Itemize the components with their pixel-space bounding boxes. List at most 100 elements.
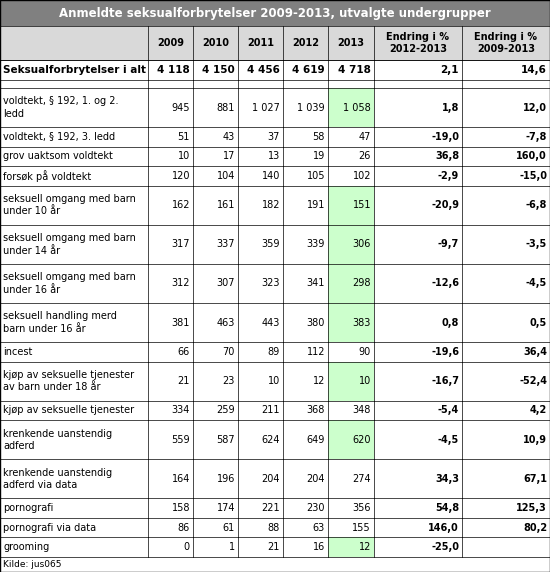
Text: 160,0: 160,0 <box>516 152 547 161</box>
Text: -4,5: -4,5 <box>526 279 547 288</box>
Text: 14,6: 14,6 <box>521 65 547 75</box>
Text: Endring i %
2012-2013: Endring i % 2012-2013 <box>387 32 449 54</box>
Text: 125,3: 125,3 <box>516 503 547 513</box>
Text: 155: 155 <box>353 523 371 533</box>
Text: -19,0: -19,0 <box>431 132 459 142</box>
Text: 443: 443 <box>262 317 280 328</box>
Bar <box>0 26 550 60</box>
Text: 1 058: 1 058 <box>343 102 371 113</box>
Text: 13: 13 <box>268 152 280 161</box>
Text: 182: 182 <box>261 200 280 210</box>
Text: 196: 196 <box>217 474 235 484</box>
Text: 230: 230 <box>306 503 325 513</box>
Text: 624: 624 <box>261 435 280 445</box>
Text: 221: 221 <box>261 503 280 513</box>
Text: 16: 16 <box>313 542 325 552</box>
Bar <box>0 303 550 342</box>
Bar <box>0 459 550 498</box>
Text: 21: 21 <box>178 376 190 386</box>
Bar <box>0 186 550 225</box>
Text: grov uaktsom voldtekt: grov uaktsom voldtekt <box>3 152 113 161</box>
Bar <box>0 264 550 303</box>
Bar <box>328 264 374 303</box>
Bar <box>0 80 550 88</box>
Bar <box>328 303 374 342</box>
Text: 90: 90 <box>359 347 371 357</box>
Bar <box>328 538 374 557</box>
Text: -4,5: -4,5 <box>438 435 459 445</box>
Text: 102: 102 <box>353 171 371 181</box>
Text: 204: 204 <box>306 474 325 484</box>
Text: 337: 337 <box>217 239 235 249</box>
Bar <box>0 420 550 459</box>
Text: 174: 174 <box>217 503 235 513</box>
Text: seksuell omgang med barn
under 16 år: seksuell omgang med barn under 16 år <box>3 272 136 295</box>
Text: 380: 380 <box>307 317 325 328</box>
Text: forsøk på voldtekt: forsøk på voldtekt <box>3 170 91 182</box>
Text: 21: 21 <box>268 542 280 552</box>
Text: pornografi via data: pornografi via data <box>3 523 96 533</box>
Text: 10: 10 <box>268 376 280 386</box>
Text: Endring i %
2009-2013: Endring i % 2009-2013 <box>475 32 537 54</box>
Text: 881: 881 <box>217 102 235 113</box>
Text: 36,4: 36,4 <box>523 347 547 357</box>
Bar <box>328 225 374 264</box>
Text: 26: 26 <box>359 152 371 161</box>
Text: 43: 43 <box>223 132 235 142</box>
Text: 945: 945 <box>172 102 190 113</box>
Text: 146,0: 146,0 <box>428 523 459 533</box>
Text: 0,5: 0,5 <box>530 317 547 328</box>
Text: Seksualforbrytelser i alt: Seksualforbrytelser i alt <box>3 65 146 75</box>
Text: 0,8: 0,8 <box>442 317 459 328</box>
Bar <box>0 400 550 420</box>
Text: -12,6: -12,6 <box>431 279 459 288</box>
Bar <box>0 127 550 146</box>
Text: 58: 58 <box>312 132 325 142</box>
Text: 89: 89 <box>268 347 280 357</box>
Text: 383: 383 <box>353 317 371 328</box>
Text: 274: 274 <box>353 474 371 484</box>
Text: 12: 12 <box>359 542 371 552</box>
Text: 36,8: 36,8 <box>435 152 459 161</box>
Text: -16,7: -16,7 <box>431 376 459 386</box>
Text: seksuell handling merd
barn under 16 år: seksuell handling merd barn under 16 år <box>3 311 117 333</box>
Text: 67,1: 67,1 <box>523 474 547 484</box>
Text: 2013: 2013 <box>338 38 365 48</box>
Text: Kilde: jus065: Kilde: jus065 <box>3 560 62 569</box>
Bar <box>328 420 374 459</box>
Text: grooming: grooming <box>3 542 49 552</box>
Text: 120: 120 <box>172 171 190 181</box>
Text: 112: 112 <box>306 347 325 357</box>
Text: -2,9: -2,9 <box>438 171 459 181</box>
Text: 2010: 2010 <box>202 38 229 48</box>
Text: -9,7: -9,7 <box>438 239 459 249</box>
Text: 51: 51 <box>178 132 190 142</box>
Text: 359: 359 <box>261 239 280 249</box>
Text: Anmeldte seksualforbrytelser 2009-2013, utvalgte undergrupper: Anmeldte seksualforbrytelser 2009-2013, … <box>59 6 491 19</box>
Text: -5,4: -5,4 <box>438 406 459 415</box>
Bar <box>0 498 550 518</box>
Bar <box>0 225 550 264</box>
Text: 161: 161 <box>217 200 235 210</box>
Text: 10: 10 <box>359 376 371 386</box>
Bar <box>0 538 550 557</box>
Text: 317: 317 <box>172 239 190 249</box>
Text: 334: 334 <box>172 406 190 415</box>
Text: 191: 191 <box>307 200 325 210</box>
Bar <box>0 0 550 26</box>
Text: 12: 12 <box>312 376 325 386</box>
Text: 86: 86 <box>178 523 190 533</box>
Text: 4 619: 4 619 <box>293 65 325 75</box>
Text: voldtekt, § 192, 3. ledd: voldtekt, § 192, 3. ledd <box>3 132 115 142</box>
Text: 10,9: 10,9 <box>523 435 547 445</box>
Text: -52,4: -52,4 <box>519 376 547 386</box>
Text: 298: 298 <box>353 279 371 288</box>
Text: 151: 151 <box>353 200 371 210</box>
Text: 88: 88 <box>268 523 280 533</box>
Bar <box>0 342 550 362</box>
Text: 4,2: 4,2 <box>530 406 547 415</box>
Text: 381: 381 <box>172 317 190 328</box>
Text: 140: 140 <box>262 171 280 181</box>
Text: 12,0: 12,0 <box>523 102 547 113</box>
Text: 19: 19 <box>313 152 325 161</box>
